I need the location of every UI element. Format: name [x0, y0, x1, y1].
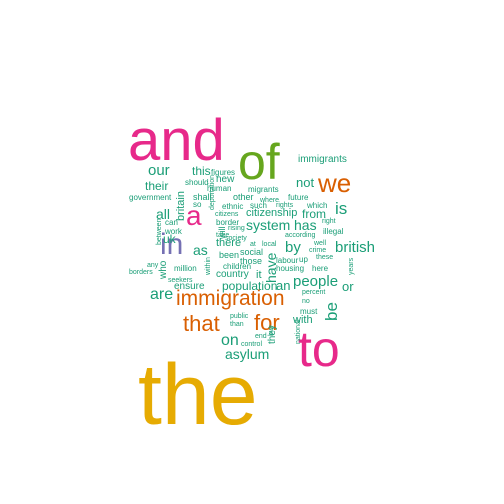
- word-in: in: [160, 228, 184, 261]
- word-such: such: [250, 201, 267, 210]
- word-years: years: [348, 257, 355, 275]
- word-border: border: [216, 218, 240, 227]
- word-population: population: [222, 279, 278, 293]
- word-for: for: [254, 310, 280, 335]
- word-illegal: illegal: [323, 227, 344, 236]
- word-is: is: [335, 199, 348, 218]
- word-other: other: [233, 192, 254, 202]
- word-government: government: [129, 193, 172, 202]
- word-citizens: citizens: [215, 211, 239, 218]
- word-rights: rights: [276, 202, 294, 209]
- word-an: an: [276, 278, 291, 293]
- word-shall: shall: [193, 192, 212, 202]
- word-people: people: [293, 273, 339, 290]
- word-deportation: deportation: [209, 174, 216, 210]
- word-immigrants: immigrants: [298, 154, 347, 165]
- word-or: or: [342, 279, 354, 294]
- word-can: can: [165, 218, 178, 227]
- word-percent: percent: [302, 289, 326, 296]
- word-labour: labour: [276, 256, 299, 265]
- word-not: not: [296, 175, 315, 190]
- word-migrants: migrants: [248, 185, 279, 194]
- word-no: no: [302, 298, 310, 305]
- word-take: take: [216, 232, 230, 239]
- word-must: must: [300, 307, 318, 316]
- word-new: new: [216, 174, 235, 185]
- word-well: well: [314, 240, 327, 247]
- word-uk: uk: [163, 232, 176, 246]
- word-society: society: [225, 235, 247, 242]
- word-where: where: [260, 197, 280, 204]
- word-these: these: [316, 254, 334, 261]
- word-citizenship: citizenship: [246, 207, 298, 219]
- word-according: according: [285, 232, 316, 239]
- word-at: at: [250, 241, 256, 248]
- word-a: a: [186, 200, 202, 231]
- word-which: which: [307, 201, 328, 210]
- word-by: by: [285, 239, 301, 256]
- word-work: work: [165, 227, 182, 236]
- word-to: to: [298, 321, 340, 377]
- word-country: country: [216, 269, 249, 280]
- word-figures: figures: [211, 168, 236, 177]
- word-system: system: [246, 217, 291, 233]
- word-social: social: [240, 247, 264, 257]
- word-between: between: [156, 218, 163, 245]
- word-asylum: asylum: [225, 346, 270, 362]
- word-ensure: ensure: [174, 281, 205, 292]
- word-as: as: [193, 242, 208, 258]
- word-right: right: [322, 218, 336, 225]
- word-on: on: [221, 332, 239, 349]
- word-any: any: [147, 262, 159, 269]
- word-future: future: [288, 193, 309, 202]
- word-be: be: [322, 302, 341, 321]
- word-crime: crime: [309, 247, 327, 254]
- word-from: from: [302, 207, 326, 221]
- word-human: human: [207, 184, 232, 193]
- word-seekers: seekers: [168, 277, 193, 284]
- word-public: public: [230, 313, 249, 320]
- word-it: it: [256, 269, 262, 281]
- word-all: all: [156, 206, 171, 222]
- word-and: and: [128, 108, 225, 173]
- word-that: that: [183, 311, 220, 336]
- word-here: here: [312, 264, 329, 273]
- word-are: are: [150, 286, 174, 303]
- word-british: british: [335, 239, 376, 256]
- word-the: the: [138, 347, 258, 443]
- word-their: their: [145, 179, 169, 193]
- word-than: than: [230, 321, 244, 328]
- word-has: has: [294, 217, 317, 233]
- word-those: those: [240, 256, 263, 266]
- word-control: control: [241, 341, 263, 348]
- word-should: should: [185, 178, 209, 187]
- word-so: so: [193, 200, 202, 209]
- word-children: children: [223, 262, 252, 271]
- word-of: of: [238, 134, 280, 190]
- word-but: but: [268, 326, 275, 336]
- word-local: local: [262, 241, 277, 248]
- word-with: with: [293, 314, 313, 326]
- word-been: been: [219, 250, 240, 260]
- word-britain: britain: [175, 191, 187, 221]
- word-there: there: [216, 237, 242, 249]
- word-this: this: [192, 164, 211, 178]
- word-rising: rising: [228, 225, 245, 232]
- word-end: end: [255, 333, 267, 340]
- word-up: up: [299, 255, 308, 264]
- word-borders: borders: [129, 269, 153, 276]
- word-million: million: [174, 264, 197, 273]
- word-housing: housing: [276, 264, 305, 273]
- word-national: national: [295, 319, 302, 344]
- word-we: we: [318, 168, 352, 198]
- word-ethnic: ethnic: [222, 202, 244, 211]
- word-within: within: [205, 257, 212, 275]
- word-immigration: immigration: [176, 287, 285, 310]
- word-our: our: [148, 162, 170, 179]
